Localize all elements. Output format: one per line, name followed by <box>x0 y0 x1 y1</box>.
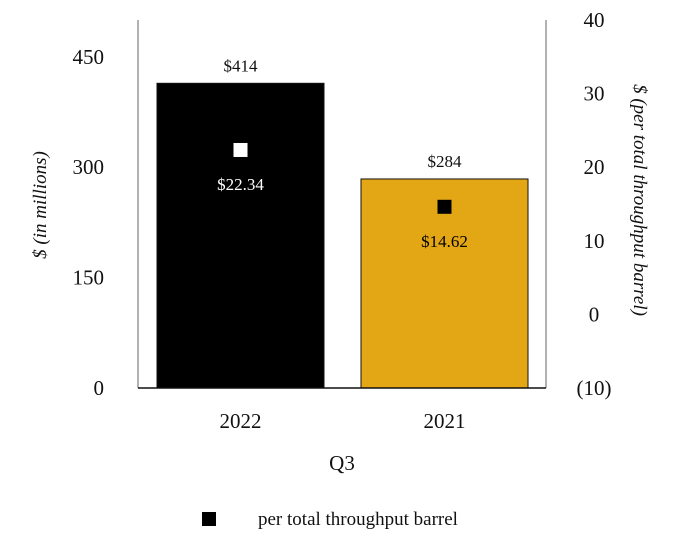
secondary-y-axis-title: $ (per total throughput barrel) <box>629 84 650 316</box>
marker-value-label: $14.62 <box>421 232 468 251</box>
primary-y-axis-title: $ (in millions) <box>30 151 51 259</box>
x-axis-title: Q3 <box>329 451 355 475</box>
y2-tick-label: 20 <box>584 155 605 179</box>
y-tick-label: 150 <box>73 266 105 290</box>
x-category-label: 2022 <box>220 409 262 433</box>
y2-tick-label: 30 <box>584 82 605 106</box>
y2-tick-label: 0 <box>589 302 600 326</box>
y-tick-label: 0 <box>94 376 105 400</box>
x-category-label: 2021 <box>424 409 466 433</box>
primary-y-ticks: 0 150 300 450 <box>73 45 105 400</box>
marker-point <box>437 199 452 214</box>
y-tick-label: 300 <box>73 155 105 179</box>
y2-tick-label: (10) <box>577 376 612 400</box>
bar <box>156 82 325 389</box>
marker-point <box>233 142 248 157</box>
bar-value-label: $414 <box>224 56 259 75</box>
secondary-y-ticks: (10) 0 10 20 30 40 <box>577 8 612 400</box>
bar-value-label: $284 <box>428 152 463 171</box>
legend: per total throughput barrel <box>202 509 458 530</box>
marker-group: $22.34 $14.62 <box>217 142 468 251</box>
y-tick-label: 450 <box>73 45 105 69</box>
marker-value-label: $22.34 <box>217 175 264 194</box>
y2-tick-label: 40 <box>584 8 605 32</box>
bar-group: $414 $284 <box>156 56 529 389</box>
plot-area: $414 $284 $22.34 $14.62 <box>137 20 547 389</box>
bar <box>360 178 529 389</box>
legend-label: per total throughput barrel <box>258 509 458 530</box>
x-category-labels: 2022 2021 <box>220 409 466 433</box>
legend-marker <box>202 512 216 526</box>
y2-tick-label: 10 <box>584 229 605 253</box>
